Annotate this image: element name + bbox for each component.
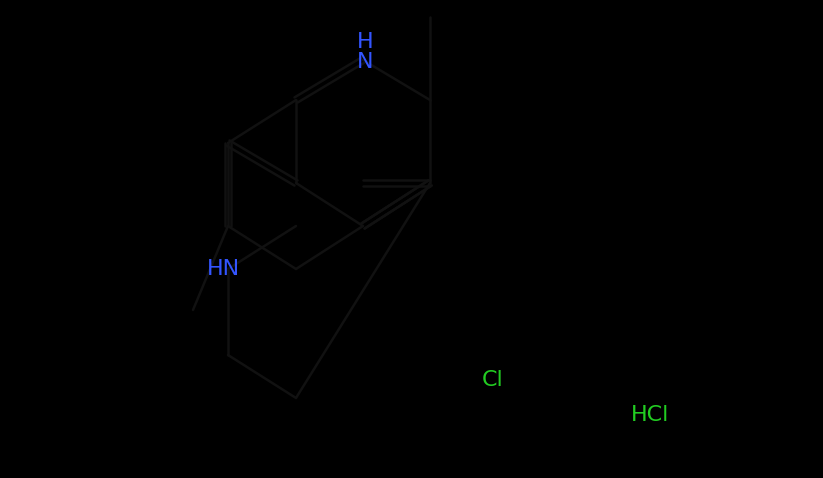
Text: Cl: Cl (482, 370, 504, 390)
Text: H: H (356, 32, 374, 52)
Text: HCl: HCl (630, 405, 669, 425)
Text: N: N (356, 52, 374, 72)
Text: HN: HN (207, 259, 239, 279)
